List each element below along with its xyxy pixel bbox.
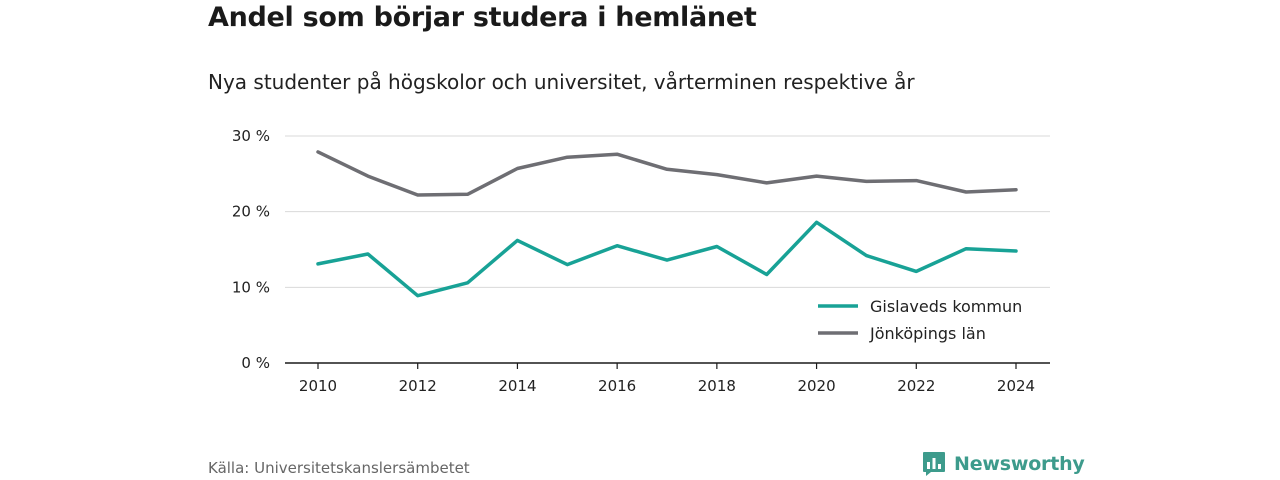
y-tick-label: 20 % [232, 203, 270, 221]
x-tick-label: 2016 [598, 377, 636, 395]
source-note: Källa: Universitetskanslersämbetet [208, 459, 470, 477]
y-axis-ticks: 0 % 10 % 20 % 30 % [232, 127, 270, 372]
y-tick-label: 10 % [232, 278, 270, 296]
x-tick-label: 2024 [997, 377, 1035, 395]
x-tick-label: 2020 [797, 377, 835, 395]
x-tick-label: 2018 [698, 377, 736, 395]
x-axis-ticks: 2010 2012 2014 2016 2018 2020 2022 2024 [299, 363, 1035, 395]
x-tick-label: 2014 [498, 377, 536, 395]
grid-lines [285, 135, 1050, 364]
x-tick-label: 2010 [299, 377, 337, 395]
legend: Gislaveds kommun Jönköpings län [818, 297, 1022, 343]
brand-logo: Newsworthy [922, 451, 1085, 477]
bar-chart-speech-icon [923, 452, 945, 476]
brand-name: Newsworthy [954, 453, 1085, 475]
series-line [316, 150, 1018, 197]
legend-label: Jönköpings län [869, 324, 986, 343]
series-lines [316, 150, 1018, 298]
x-tick-label: 2022 [897, 377, 935, 395]
x-tick-label: 2012 [399, 377, 437, 395]
series-line [316, 220, 1018, 298]
legend-label: Gislaveds kommun [870, 297, 1022, 316]
y-tick-label: 0 % [241, 354, 270, 372]
chart-subtitle: Nya studenter på högskolor och universit… [208, 70, 915, 94]
chart-title: Andel som börjar studera i hemlänet [208, 2, 757, 33]
y-tick-label: 30 % [232, 127, 270, 145]
